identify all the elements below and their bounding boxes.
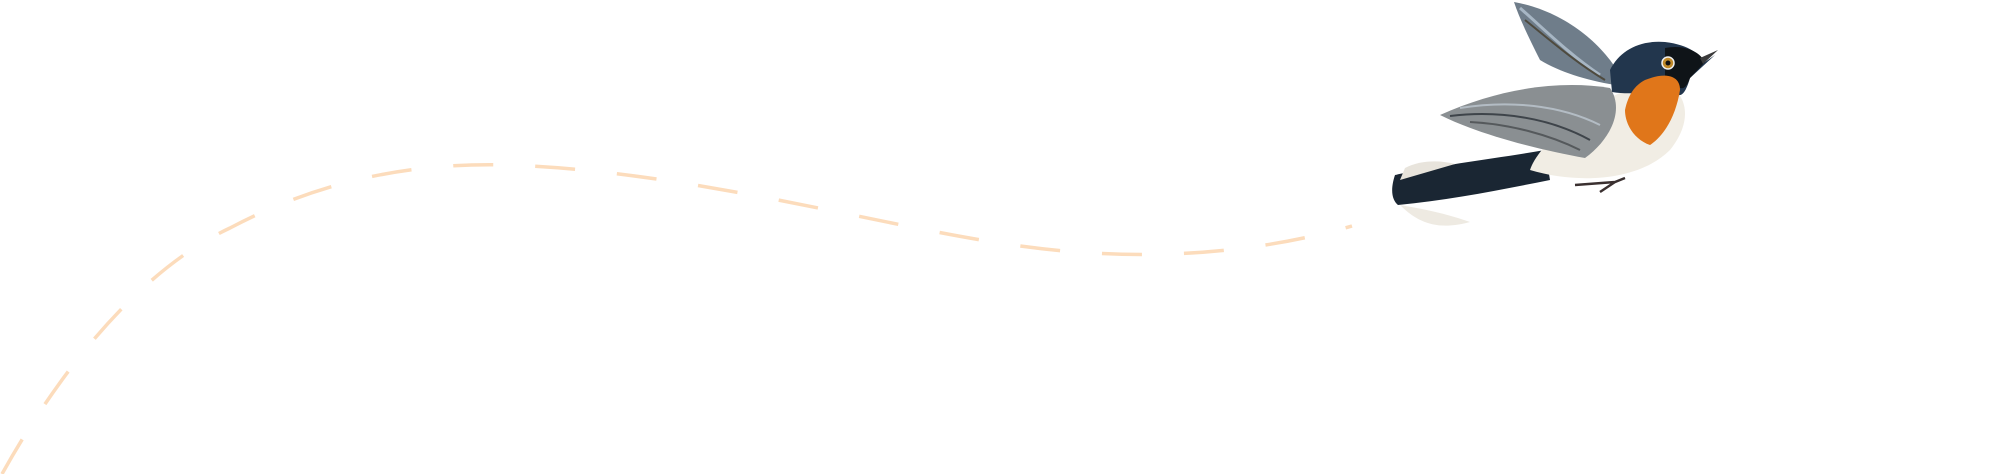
- bird-icon: [1392, 2, 1718, 226]
- bird-tail: [1392, 150, 1550, 205]
- bird-throat: [1625, 75, 1680, 145]
- dashed-flight-path: [0, 163, 1353, 474]
- bird-feet: [1574, 176, 1626, 194]
- bird-lower-wing: [1440, 85, 1616, 158]
- bird-beak: [1700, 50, 1718, 64]
- bird-upper-wing: [1514, 2, 1620, 85]
